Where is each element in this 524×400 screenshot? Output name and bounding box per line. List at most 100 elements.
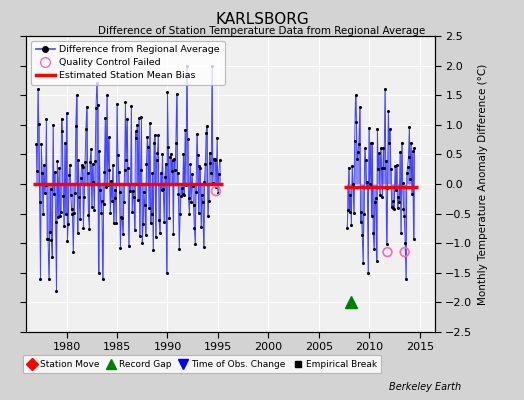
Point [145, 204, 153, 211]
Point [200, 244, 208, 250]
Point [196, 164, 204, 171]
Point [101, 115, 110, 121]
Point [147, 210, 156, 217]
Point [125, 180, 134, 187]
Point [203, 123, 211, 130]
Point [165, 215, 173, 222]
Point [38, 170, 46, 176]
Point [343, 225, 351, 232]
Point [369, 229, 377, 236]
Point [172, 91, 181, 97]
Point [123, 116, 132, 122]
Point [68, 211, 77, 218]
Point [132, 135, 140, 141]
Point [344, 206, 352, 213]
Point [161, 160, 170, 167]
Point [213, 134, 221, 141]
Point [33, 168, 41, 174]
Point [358, 232, 366, 238]
Point [72, 123, 80, 129]
Point [152, 156, 161, 163]
Point [377, 145, 385, 152]
Point [155, 217, 163, 223]
Point [190, 225, 199, 231]
Point [115, 188, 124, 195]
Point [37, 141, 46, 147]
Point [67, 191, 75, 198]
Point [366, 181, 374, 187]
Point [195, 162, 204, 169]
Point [69, 249, 78, 256]
Point [193, 131, 201, 137]
Point [370, 198, 379, 205]
Point [82, 126, 90, 132]
Point [157, 170, 165, 176]
Point [171, 166, 179, 173]
Point [205, 149, 214, 156]
Point [200, 179, 209, 185]
Point [402, 276, 410, 282]
Point [143, 134, 151, 140]
Point [348, 163, 356, 169]
Point [146, 120, 154, 126]
Point [130, 227, 139, 234]
Point [151, 132, 159, 138]
Point [41, 182, 50, 188]
Point [150, 139, 158, 146]
Point [149, 247, 157, 253]
Point [395, 199, 403, 206]
Point [384, 108, 392, 115]
Point [117, 214, 125, 220]
Point [73, 230, 82, 236]
Point [362, 156, 370, 163]
Point [183, 62, 191, 69]
Point [126, 188, 135, 194]
Point [347, 222, 355, 229]
Point [40, 161, 48, 168]
Point [353, 156, 362, 162]
Point [160, 218, 168, 225]
Point [72, 92, 81, 98]
Point [95, 148, 104, 154]
Point [163, 88, 172, 95]
Point [365, 125, 373, 132]
Point [164, 144, 172, 150]
Point [106, 210, 114, 217]
Point [169, 231, 178, 238]
Point [399, 206, 408, 212]
Point [118, 215, 126, 221]
Point [40, 190, 49, 196]
Point [140, 202, 149, 208]
Point [345, 164, 353, 171]
Point [51, 218, 60, 225]
Point [349, 181, 357, 187]
Point [181, 126, 189, 133]
Point [157, 186, 166, 193]
Point [59, 193, 68, 199]
Point [108, 198, 116, 204]
Point [351, 138, 359, 144]
Point [60, 223, 68, 229]
Point [114, 152, 122, 158]
Point [381, 158, 390, 165]
Point [351, 92, 359, 98]
Point [99, 276, 107, 282]
Point [180, 192, 189, 198]
Point [159, 186, 168, 192]
Point [52, 287, 61, 294]
Point [391, 162, 399, 169]
Point [201, 161, 210, 167]
Point [71, 190, 79, 196]
Point [161, 173, 169, 180]
Point [345, 208, 354, 215]
Point [36, 276, 45, 282]
Point [128, 209, 136, 215]
Point [138, 240, 146, 246]
Point [104, 182, 112, 188]
Point [204, 198, 213, 205]
Point [408, 191, 416, 197]
Point [97, 210, 105, 216]
Point [392, 162, 401, 168]
Point [379, 145, 387, 151]
Point [350, 210, 358, 216]
